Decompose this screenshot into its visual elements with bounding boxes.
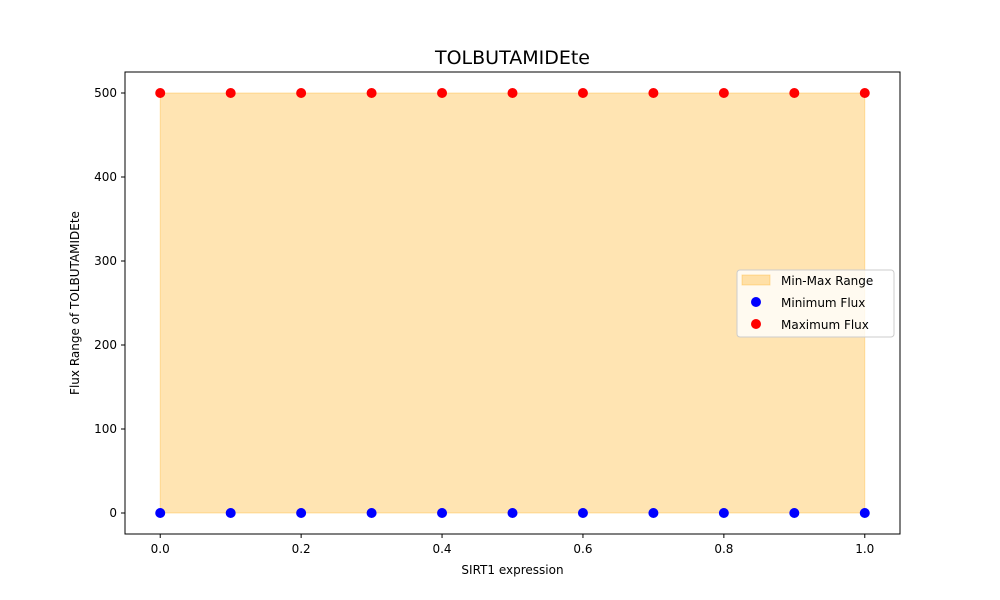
- y-tick-label: 300: [94, 254, 117, 268]
- y-tick-label: 0: [109, 506, 117, 520]
- x-tick-label: 0.2: [292, 542, 311, 556]
- minimum-flux-point: [437, 508, 448, 518]
- x-tick-label: 1.0: [855, 542, 874, 556]
- minimum-flux-point: [648, 508, 659, 518]
- legend-label-min-max-range: Min-Max Range: [781, 274, 873, 288]
- maximum-flux-point: [718, 88, 729, 98]
- maximum-flux-point: [859, 88, 870, 98]
- x-axis: 0.0 0.2 0.4 0.6 0.8 1.0: [151, 534, 874, 556]
- minimum-flux-point: [507, 508, 518, 518]
- y-tick-label: 100: [94, 422, 117, 436]
- maximum-flux-point: [507, 88, 518, 98]
- chart-title: TOLBUTAMIDEte: [434, 47, 590, 69]
- minimum-flux-point: [155, 508, 166, 518]
- y-axis-label: Flux Range of TOLBUTAMIDEte: [68, 211, 82, 395]
- x-tick-label: 0.0: [151, 542, 170, 556]
- x-tick-label: 0.8: [714, 542, 733, 556]
- maximum-flux-point: [437, 88, 448, 98]
- y-tick-label: 200: [94, 338, 117, 352]
- legend-marker-maximum-flux: [751, 319, 761, 329]
- legend-frame: [736, 269, 895, 338]
- minimum-flux-point: [859, 508, 870, 518]
- minimum-flux-point: [789, 508, 800, 518]
- x-axis-label: SIRT1 expression: [461, 563, 563, 577]
- minimum-flux-point: [225, 508, 236, 518]
- y-axis: 0 100 200 300 400 500: [94, 86, 125, 520]
- maximum-flux-point: [225, 88, 236, 98]
- maximum-flux-point: [296, 88, 307, 98]
- legend: Min-Max Range Minimum Flux Maximum Flux: [736, 269, 895, 338]
- axes-frame: [124, 71, 901, 535]
- x-tick-label: 0.4: [432, 542, 451, 556]
- maximum-flux-point: [577, 88, 588, 98]
- minimum-flux-point: [296, 508, 307, 518]
- maximum-flux-point: [648, 88, 659, 98]
- legend-label-minimum-flux: Minimum Flux: [781, 296, 865, 310]
- y-tick-label: 400: [94, 170, 117, 184]
- legend-marker-minimum-flux: [751, 297, 761, 307]
- maximum-flux-point: [155, 88, 166, 98]
- maximum-flux-point: [366, 88, 377, 98]
- legend-fill-swatch: [741, 274, 771, 286]
- minimum-flux-point: [366, 508, 377, 518]
- minimum-flux-point: [718, 508, 729, 518]
- y-tick-label: 500: [94, 86, 117, 100]
- x-tick-label: 0.6: [573, 542, 592, 556]
- legend-label-maximum-flux: Maximum Flux: [781, 318, 869, 332]
- maximum-flux-point: [789, 88, 800, 98]
- plot-area: [155, 88, 870, 518]
- minimum-flux-point: [577, 508, 588, 518]
